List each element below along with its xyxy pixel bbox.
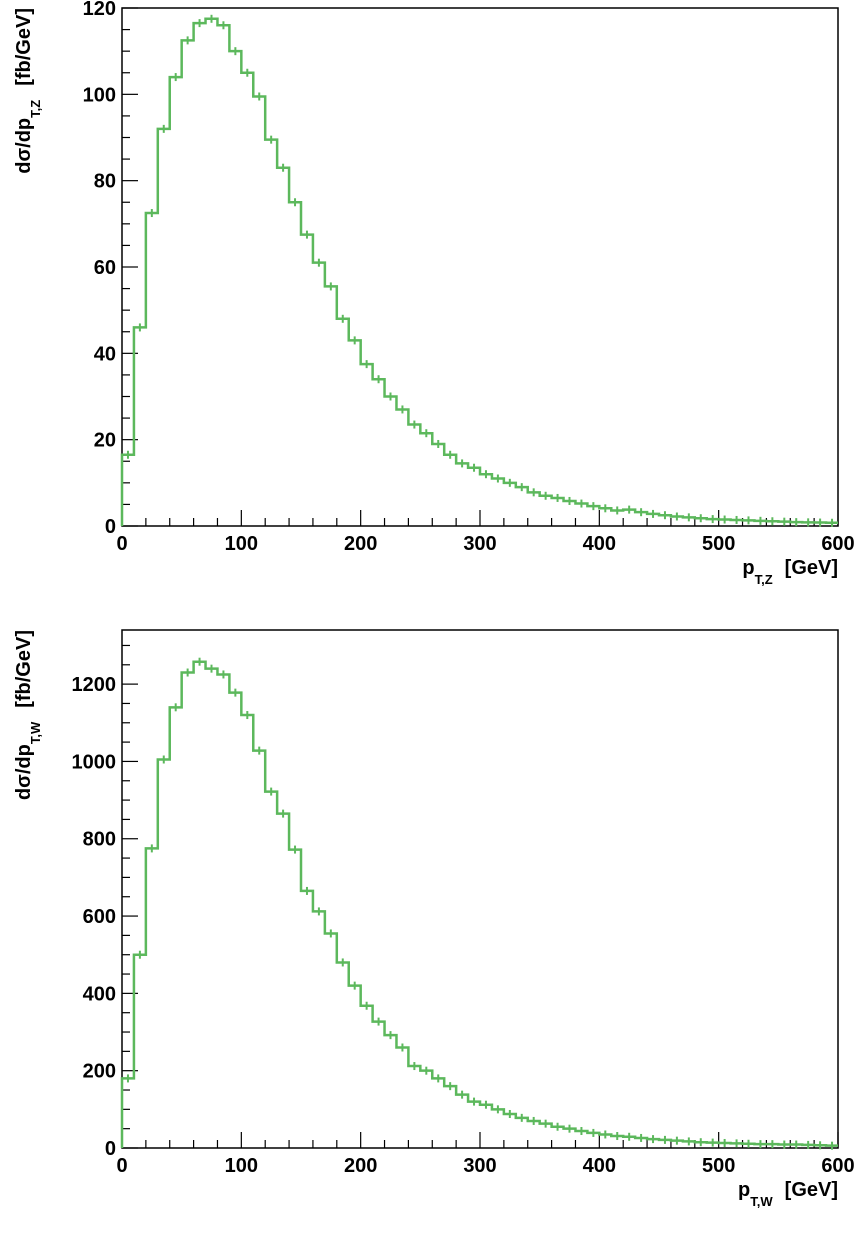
pt-z-y-tick-label: 120: [83, 0, 116, 20]
pt-w-histogram-panel: 0 100 200 300 400 500 600 0 200 400 600 800 1000 1200…: [13, 629, 855, 1209]
pt-w-x-tick-label: 0: [116, 1155, 127, 1177]
x-title-subscript: T,W: [750, 1194, 773, 1209]
pt-z-x-tick-label: 600: [821, 533, 854, 555]
y-title-subscript: T,Z: [28, 100, 43, 118]
pt-w-y-tick-label: 600: [83, 906, 116, 928]
pt-z-y-tick-label: 20: [94, 430, 116, 452]
pt-z-y-tick-label: 60: [94, 257, 116, 279]
pt-z-x-tick-label: 100: [225, 533, 258, 555]
pt-z-x-tick-label: 0: [116, 533, 127, 555]
pt-w-x-tick-label: 500: [702, 1155, 735, 1177]
pt-w-y-tick-label: 800: [83, 829, 116, 851]
pt-w-y-axis-title: dσ/dpT,W [fb/GeV]: [13, 630, 43, 800]
pt-z-y-axis-title: dσ/dpT,Z [fb/GeV]: [13, 8, 43, 174]
pt-z-x-tick-label: 500: [702, 533, 735, 555]
pt-w-y-tick-label: 200: [83, 1061, 116, 1083]
pt-z-x-tick-label: 400: [583, 533, 616, 555]
pt-z-histogram-line: [120, 17, 838, 526]
pt-z-x-axis-title: pT,Z [GeV]: [742, 557, 838, 587]
pt-w-y-tick-label: 1000: [72, 751, 117, 773]
pt-w-x-tick-label: 100: [225, 1155, 258, 1177]
pt-z-y-tick-label: 40: [94, 343, 116, 365]
pt-w-histogram-line: [120, 660, 838, 1148]
pt-z-histogram-panel: 0 100 200 300 400 500 600020406080100120pT,Z[G…: [13, 0, 855, 587]
pt-w-y-tick-label: 400: [83, 983, 116, 1005]
pt-z-y-tick-label: 0: [105, 516, 116, 538]
pt-w-y-tick-label: 1200: [72, 674, 117, 696]
pt-w-x-tick-label: 300: [463, 1155, 496, 1177]
pt-w-x-axis-title: pT,W [GeV]: [738, 1179, 838, 1209]
pt-w-x-tick-label: 400: [583, 1155, 616, 1177]
x-title-subscript: T,Z: [755, 572, 773, 587]
pt-z-y-tick-label: 100: [83, 84, 116, 106]
pt-w-y-tick-label: 0: [105, 1138, 116, 1160]
x-title-unit: [GeV]: [785, 1179, 838, 1201]
pt-w-x-tick-label: 200: [344, 1155, 377, 1177]
pt-w-x-tick-label: 600: [821, 1155, 854, 1177]
pt-z-plot-frame: [121, 7, 839, 527]
pt-z-x-tick-label: 300: [463, 533, 496, 555]
y-title-unit: [fb/GeV]: [13, 630, 35, 708]
y-title-main: dσ/dp: [13, 744, 35, 800]
y-title-subscript: T,W: [28, 721, 43, 744]
y-title-main: dσ/dp: [13, 118, 35, 174]
pt-z-x-tick-label: 200: [344, 533, 377, 555]
pt-z-y-tick-label: 80: [94, 171, 116, 193]
x-title-unit: [GeV]: [785, 557, 838, 579]
y-title-unit: [fb/GeV]: [13, 8, 35, 86]
pt-w-plot-frame: [121, 629, 839, 1149]
x-title-main: p: [738, 1179, 750, 1201]
x-title-main: p: [742, 557, 754, 579]
